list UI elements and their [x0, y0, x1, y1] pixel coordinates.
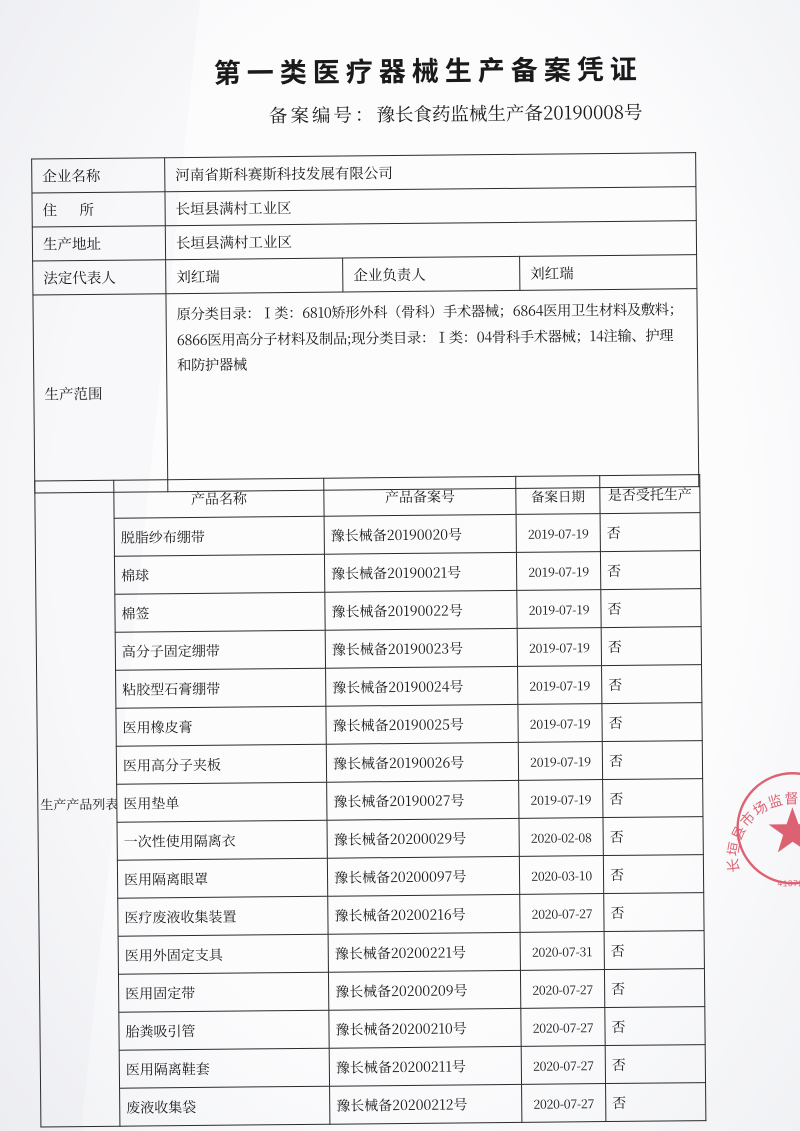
svg-text:410728: 410728 [777, 878, 800, 888]
